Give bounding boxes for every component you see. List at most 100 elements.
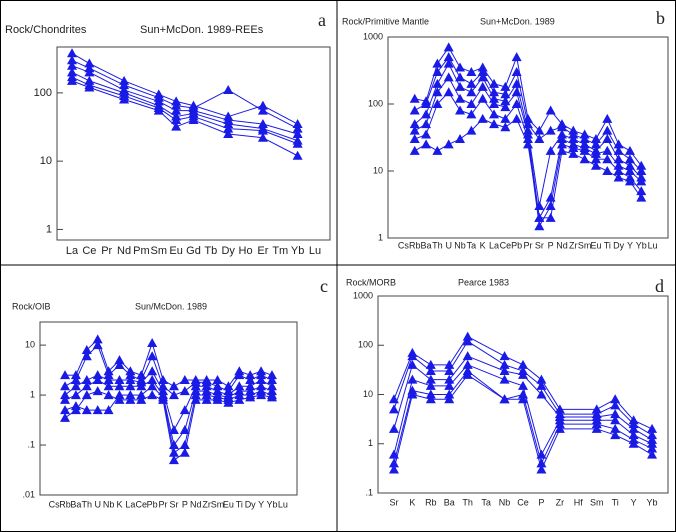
triangle-marker — [534, 125, 545, 135]
triangle-marker — [477, 113, 488, 123]
triangle-marker — [545, 105, 556, 115]
triangle-marker — [114, 355, 125, 365]
x-tick-label: Zr — [202, 499, 211, 509]
triangle-marker — [500, 102, 511, 112]
x-tick-label: Pr — [159, 499, 168, 509]
triangle-marker — [545, 145, 556, 155]
triangle-marker — [518, 369, 528, 379]
series-segment — [516, 57, 529, 119]
triangle-marker — [466, 125, 477, 135]
x-tick-label: Nd — [117, 245, 131, 257]
series-segment — [193, 105, 229, 118]
triangle-marker — [500, 89, 511, 99]
triangle-marker — [579, 154, 590, 164]
x-tick-label: Ba — [444, 497, 455, 507]
triangle-marker — [223, 85, 234, 95]
series-segment — [516, 71, 529, 125]
series-segment — [504, 56, 518, 88]
x-tick-label: Nb — [499, 497, 511, 507]
triangle-marker — [536, 449, 547, 459]
series-segment — [540, 428, 561, 470]
series-segment — [228, 119, 263, 125]
triangle-marker — [114, 390, 125, 400]
triangle-marker — [409, 93, 420, 103]
triangle-marker — [234, 394, 245, 404]
triangle-marker — [628, 430, 639, 440]
x-tick-label: Hf — [574, 497, 583, 507]
triangle-marker — [624, 154, 635, 164]
triangle-marker — [256, 375, 267, 385]
triangle-marker — [171, 105, 182, 115]
triangle-marker — [511, 78, 522, 88]
triangle-marker — [610, 430, 621, 440]
x-tick-label: Pb — [511, 240, 522, 250]
triangle-marker — [67, 48, 78, 58]
triangle-marker — [84, 82, 95, 92]
series-segment — [123, 92, 159, 107]
y-tick-label: 1 — [30, 389, 35, 399]
x-tick-label: Pr — [524, 240, 533, 250]
series-segment — [89, 80, 125, 94]
series-segment — [123, 80, 159, 95]
x-tick-label: Ti — [236, 499, 243, 509]
triangle-marker — [103, 370, 114, 380]
triangle-marker — [67, 75, 78, 85]
x-tick-label: Sr — [389, 497, 398, 507]
triangle-marker — [511, 113, 522, 123]
x-tick-label: Ta — [467, 240, 477, 250]
triangle-marker — [201, 381, 212, 391]
chart-title: Rock/Chondrites — [5, 24, 87, 36]
triangle-marker — [179, 405, 190, 415]
y-tick-label: 1 — [378, 232, 383, 242]
series-segment — [193, 112, 229, 125]
triangle-marker — [568, 134, 579, 144]
triangle-marker — [545, 212, 556, 222]
series-segment — [228, 133, 263, 139]
x-tick-label: Ta — [481, 497, 491, 507]
triangle-marker — [421, 119, 432, 129]
triangle-marker — [613, 145, 624, 155]
series-segment — [467, 355, 505, 372]
triangle-marker — [212, 381, 223, 391]
triangle-marker — [610, 409, 621, 419]
panel-label: b — [656, 8, 665, 28]
x-tick-label: Pm — [133, 245, 150, 257]
x-tick-label: Yb — [291, 245, 304, 257]
series-segment — [262, 137, 298, 157]
series-segment — [467, 364, 505, 381]
series-segment — [151, 342, 164, 381]
x-tick-label: Ce — [500, 240, 512, 250]
x-tick-label: Er — [257, 245, 268, 257]
triangle-marker — [190, 394, 201, 404]
y-tick-label: 1 — [368, 438, 373, 448]
triangle-marker — [257, 119, 268, 129]
triangle-marker — [466, 67, 477, 77]
triangle-marker — [234, 390, 245, 400]
triangle-marker — [443, 72, 454, 82]
triangle-marker — [179, 447, 190, 457]
triangle-marker — [477, 93, 488, 103]
series-segment — [516, 118, 529, 145]
triangle-marker — [147, 338, 158, 348]
triangle-marker — [292, 138, 303, 148]
x-tick-label: Zr — [556, 497, 565, 507]
triangle-marker — [591, 423, 602, 433]
series-segment — [448, 341, 469, 372]
chart-title: Rock/Primitive Mantle — [342, 16, 429, 26]
triangle-marker — [590, 139, 601, 149]
triangle-marker — [103, 381, 114, 391]
triangle-marker — [114, 394, 125, 404]
x-tick-label: Th — [82, 499, 93, 509]
triangle-marker — [628, 419, 639, 429]
triangle-marker — [409, 119, 420, 129]
x-tick-label: U — [445, 240, 452, 250]
chart-title: Rock/MORB — [346, 277, 396, 287]
x-tick-label: Ho — [239, 245, 253, 257]
triangle-marker — [60, 390, 71, 400]
triangle-marker — [518, 359, 528, 369]
series-segment — [262, 123, 298, 135]
series-segment — [89, 87, 125, 100]
triangle-marker — [292, 128, 303, 138]
x-tick-label: Sr — [535, 240, 544, 250]
